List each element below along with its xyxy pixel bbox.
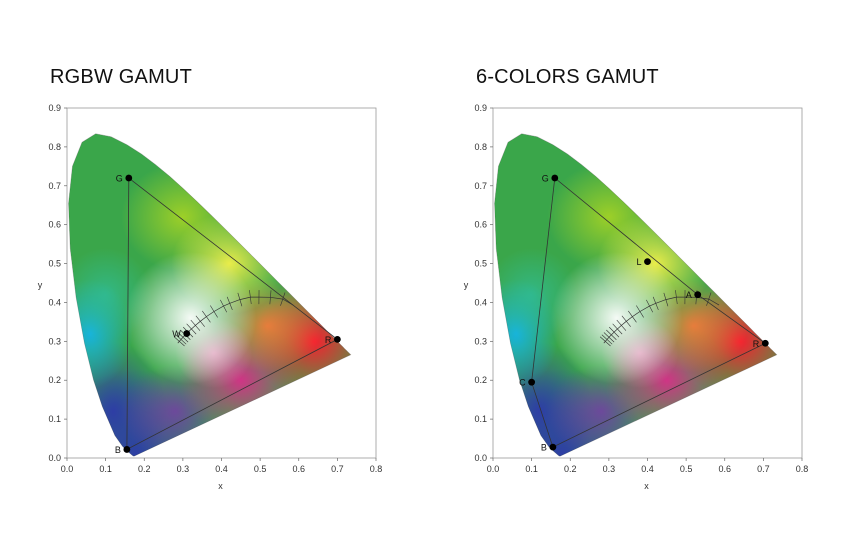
x-tick-label: 0.5 xyxy=(254,464,267,474)
y-tick-label: 0.0 xyxy=(474,453,487,463)
x-tick-label: 0.6 xyxy=(292,464,305,474)
x-tick-label: 0.3 xyxy=(177,464,190,474)
y-tick-label: 0.6 xyxy=(48,220,61,230)
point-G xyxy=(125,174,133,182)
y-tick-label: 0.8 xyxy=(48,142,61,152)
point-label-R: R xyxy=(753,339,760,349)
point-label-B: B xyxy=(115,445,121,455)
x-tick-label: 0.4 xyxy=(215,464,228,474)
x-tick-label: 0.8 xyxy=(370,464,383,474)
chromaticity-horseshoe xyxy=(494,133,777,457)
x-tick-label: 0.2 xyxy=(564,464,577,474)
x-axis-label: x xyxy=(218,481,223,491)
point-G xyxy=(551,174,559,182)
y-tick-label: 0.7 xyxy=(48,181,61,191)
point-A xyxy=(694,291,702,299)
point-label-W: W xyxy=(172,329,181,339)
y-tick-label: 0.9 xyxy=(474,103,487,113)
gamut-outline xyxy=(531,177,767,448)
point-label-R: R xyxy=(325,335,332,345)
point-R xyxy=(333,335,341,343)
point-W xyxy=(183,330,191,337)
y-axis-label: y xyxy=(464,280,469,290)
x-tick-label: 0.8 xyxy=(796,464,809,474)
y-tick-label: 0.0 xyxy=(48,453,61,463)
x-tick-label: 0.6 xyxy=(718,464,731,474)
x-tick-label: 0.7 xyxy=(331,464,344,474)
point-label-C: C xyxy=(519,378,526,388)
y-tick-label: 0.6 xyxy=(474,220,487,230)
x-tick-label: 0.1 xyxy=(99,464,112,474)
point-R xyxy=(761,339,769,347)
x-axis-label: x xyxy=(644,481,649,491)
chart-title-rgbw: RGBW GAMUT xyxy=(50,66,192,88)
chart-right: 0.0 0.1 0.2 0.3 0.4 0.5 0.6 0.7 0.8 0.0 0.1 0.2 0.3 0… xyxy=(464,103,809,491)
y-tick-label: 0.5 xyxy=(474,259,487,269)
x-tick-label: 0.2 xyxy=(138,464,151,474)
x-tick-label: 0.3 xyxy=(603,464,616,474)
chart-title-6colors: 6-COLORS GAMUT xyxy=(476,66,659,88)
point-label-G: G xyxy=(116,174,123,184)
y-tick-label: 0.2 xyxy=(474,375,487,385)
point-C xyxy=(528,378,536,386)
y-tick-label: 0.1 xyxy=(474,414,487,424)
x-tick-label: 0.0 xyxy=(487,464,500,474)
point-label-B: B xyxy=(541,443,547,453)
gamut-outline xyxy=(126,177,339,451)
y-tick-label: 0.4 xyxy=(48,297,61,307)
point-label-A: A xyxy=(686,290,692,300)
y-tick-label: 0.4 xyxy=(474,297,487,307)
x-tick-label: 0.5 xyxy=(680,464,693,474)
point-L xyxy=(644,258,651,266)
y-tick-label: 0.1 xyxy=(48,414,61,424)
y-tick-label: 0.3 xyxy=(48,336,61,346)
x-tick-label: 0.7 xyxy=(757,464,770,474)
y-tick-label: 0.9 xyxy=(48,103,61,113)
x-tick-label: 0.1 xyxy=(525,464,538,474)
point-label-L: L xyxy=(636,257,641,267)
x-tick-label: 0.4 xyxy=(641,464,654,474)
y-tick-label: 0.5 xyxy=(48,259,61,269)
point-label-G: G xyxy=(542,174,549,184)
y-tick-label: 0.7 xyxy=(474,181,487,191)
y-tick-label: 0.2 xyxy=(48,375,61,385)
y-tick-label: 0.8 xyxy=(474,142,487,152)
x-tick-label: 0.0 xyxy=(61,464,74,474)
y-tick-label: 0.3 xyxy=(474,336,487,346)
y-axis-label: y xyxy=(38,280,43,290)
isotemperature-ticks xyxy=(599,290,712,347)
point-B xyxy=(123,446,131,453)
chart-left: 0.0 0.1 0.2 0.3 0.4 0.5 0.6 0.7 0.8 0.0 0.1 0.2 0.3 0… xyxy=(38,103,383,491)
point-B xyxy=(549,443,557,451)
